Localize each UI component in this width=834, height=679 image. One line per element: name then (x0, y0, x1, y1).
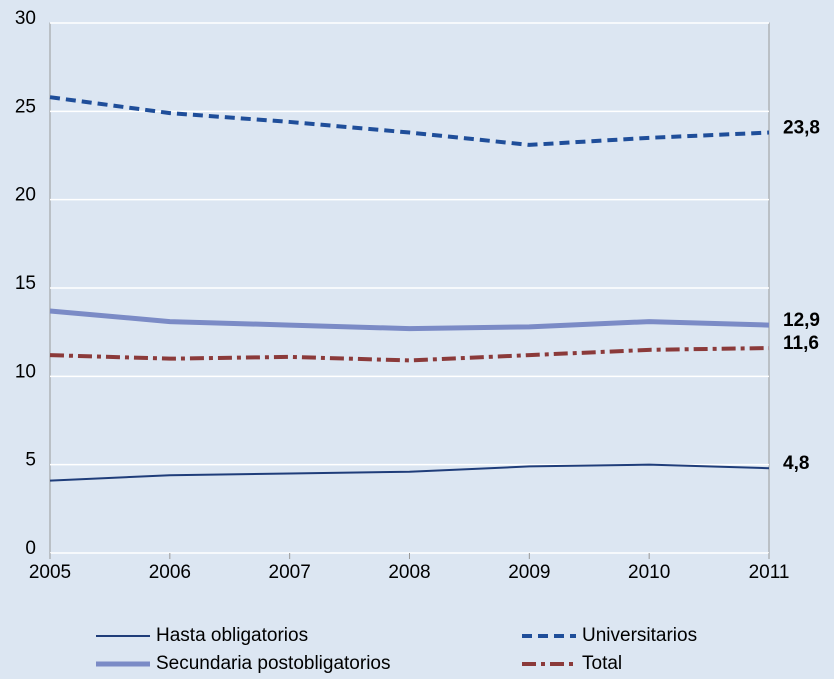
series-line (49, 463, 770, 482)
series-line (49, 346, 770, 363)
legend-label: Secundaria postobligatorios (156, 653, 391, 674)
y-tick-label: 10 (15, 361, 36, 382)
x-tick-label: 2010 (628, 562, 670, 583)
x-tick-label: 2009 (508, 562, 550, 583)
value-label: 12,9 (783, 310, 820, 331)
y-tick-label: 20 (15, 185, 36, 206)
y-tick-label: 5 (25, 450, 36, 471)
x-tick-label: 2011 (749, 562, 790, 583)
y-tick-label: 15 (15, 273, 36, 294)
y-tick-label: 0 (25, 538, 36, 559)
legend-label: Hasta obligatorios (156, 625, 308, 646)
legend-label: Total (582, 653, 622, 674)
legend-label: Universitarios (582, 625, 697, 646)
series-line (49, 95, 770, 147)
x-tick-label: 2006 (149, 562, 191, 583)
series-line (49, 308, 770, 332)
y-tick-label: 25 (15, 96, 36, 117)
x-tick-label: 2008 (388, 562, 430, 583)
y-tick-label: 30 (15, 8, 36, 29)
value-label: 11,6 (783, 333, 819, 354)
x-tick-label: 2005 (29, 562, 71, 583)
x-tick-label: 2007 (269, 562, 311, 583)
value-label: 23,8 (783, 118, 820, 139)
value-label: 4,8 (783, 453, 809, 474)
